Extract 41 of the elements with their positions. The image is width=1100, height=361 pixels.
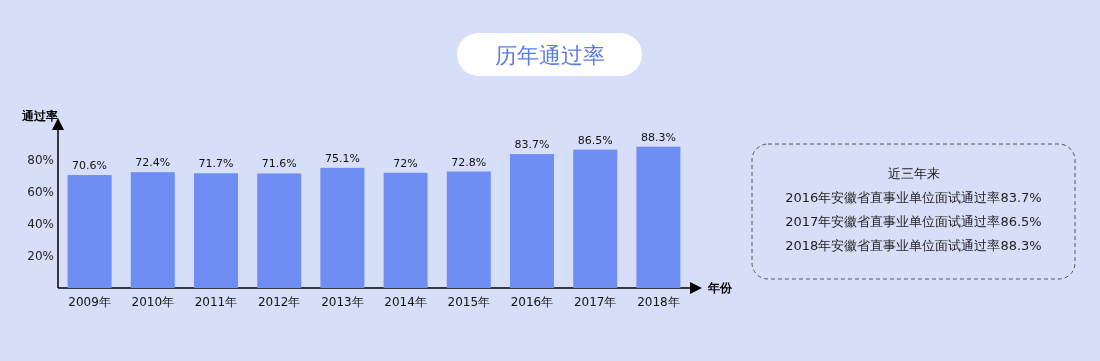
x-tick-label: 2009年 <box>68 295 111 309</box>
data-label: 70.6% <box>72 159 108 173</box>
data-label: 75.1% <box>324 151 360 165</box>
x-tick-label: 2011年 <box>194 295 238 309</box>
text: 2017年安徽省直事业单位面试通过率86.5% <box>785 214 1042 229</box>
bar <box>383 172 428 288</box>
bar <box>257 173 302 288</box>
text: 近三年来 <box>887 166 940 181</box>
chart-title: 历年通过率 <box>494 43 605 68</box>
x-tick-label: 2016年 <box>510 295 554 309</box>
data-label: 72% <box>393 156 418 170</box>
x-tick-label: 2017年 <box>573 295 617 309</box>
x-tick-label: 2012年 <box>257 295 301 309</box>
y-tick-label: 40% <box>27 217 54 231</box>
data-label: 86.5% <box>577 133 613 147</box>
data-label: 72.8% <box>451 155 487 169</box>
x-tick-label: 2018年 <box>637 295 680 309</box>
bar <box>194 173 238 288</box>
bar <box>130 172 175 288</box>
bar <box>573 149 618 288</box>
data-label: 83.7% <box>514 138 550 152</box>
y-tick-label: 80% <box>27 153 54 167</box>
bar <box>636 146 681 288</box>
data-label: 88.3% <box>640 130 676 144</box>
text: 2018年安徽省直事业单位面试通过率88.3% <box>785 238 1042 253</box>
x-tick-label: 2013年 <box>321 295 364 309</box>
y-axis-title: 通过率 <box>21 109 58 123</box>
text: 2016年安徽省直事业单位面试通过率83.7% <box>785 190 1042 205</box>
y-tick-label: 60% <box>27 185 54 199</box>
x-tick-label: 2010年 <box>131 295 175 309</box>
x-axis-title: 年份 <box>707 281 733 295</box>
data-label: 71.7% <box>198 157 234 171</box>
bar <box>510 154 554 288</box>
x-tick-label: 2015年 <box>447 295 491 309</box>
data-label: 72.4% <box>135 156 171 170</box>
bar <box>446 171 491 288</box>
y-tick-label: 20% <box>27 249 54 263</box>
bar <box>67 175 112 288</box>
x-tick-label: 2014年 <box>384 295 427 309</box>
data-label: 71.6% <box>261 157 297 171</box>
bar <box>320 167 365 288</box>
